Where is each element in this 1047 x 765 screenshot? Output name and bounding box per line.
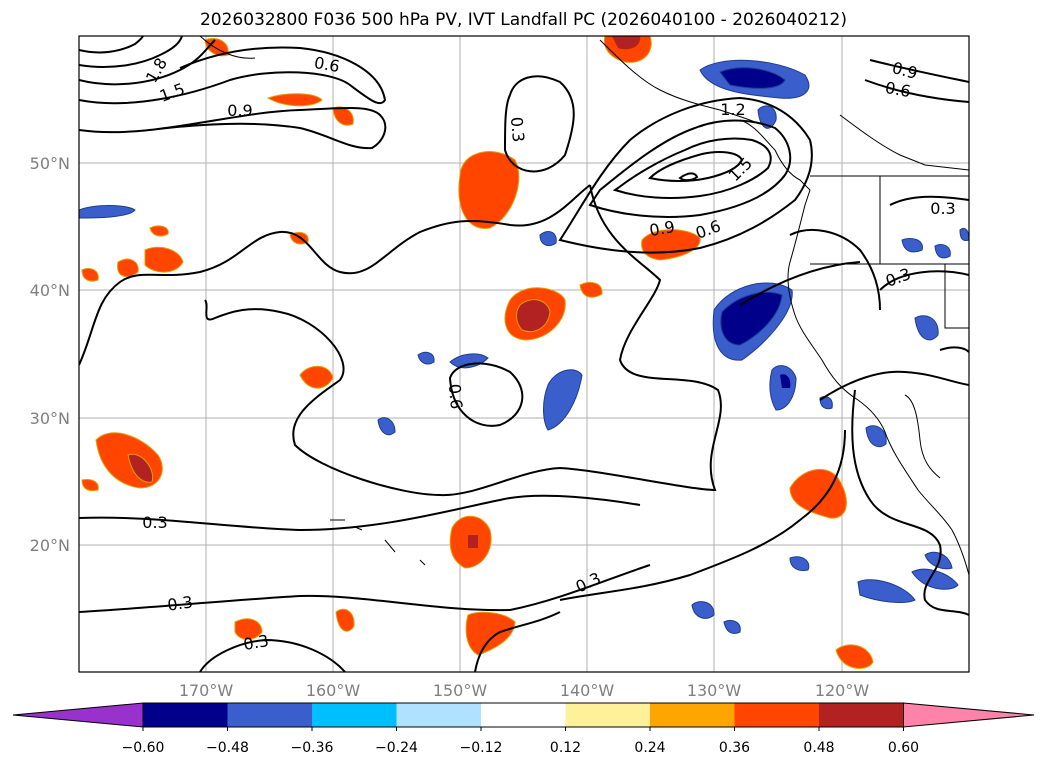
colorbar-extend-max — [903, 702, 1035, 728]
colorbar-tick-label: −0.24 — [375, 740, 418, 756]
colorbar-tick-label: 0.12 — [550, 740, 581, 756]
colorbar-tick-label: 0.60 — [888, 740, 919, 756]
contour-label: 0.3 — [573, 568, 604, 596]
colorbar-frame — [142, 702, 904, 728]
colorbar-tick-label: −0.60 — [122, 740, 165, 756]
contour-label: 1.2 — [720, 100, 745, 119]
lat-tick-label: 40°N — [30, 281, 70, 300]
colorbar-swatch — [227, 703, 313, 727]
contour-label: 0.3 — [166, 592, 194, 614]
colorbar-tick-label: 0.36 — [719, 740, 750, 756]
colorbar-extend-min — [12, 702, 144, 728]
lon-tick-label: 140°W — [560, 681, 615, 700]
colorbar-tick-label: 0.24 — [634, 740, 665, 756]
contour-label: 0.9 — [648, 217, 676, 240]
colorbar-tick-label: 0.48 — [803, 740, 834, 756]
contour-label: 0.6 — [313, 53, 341, 76]
colorbar: −0.60 −0.48 −0.36 −0.24 −0.12 0.12 0.24 0.36 0.4… — [12, 702, 1035, 756]
contour-labels: 0.3 0.3 0.3 0.3 0.3 0.3 0.3 0.6 0.6 0.6 … — [142, 53, 956, 654]
colorbar-tick-label: −0.36 — [291, 740, 334, 756]
colorbar-swatch — [143, 703, 228, 727]
contour-label: 0.6 — [884, 78, 912, 101]
contour-label: 0.6 — [445, 383, 466, 410]
lat-tick-label: 30°N — [30, 409, 70, 428]
contour-label: 0.3 — [507, 116, 528, 143]
colorbar-swatch — [312, 703, 397, 727]
contour-label: 0.9 — [227, 101, 252, 120]
lon-tick-label: 120°W — [815, 681, 870, 700]
lon-tick-label: 170°W — [179, 681, 234, 700]
colorbar-swatch — [565, 703, 651, 727]
map-frame — [78, 35, 970, 673]
chart-title: 2026032800 F036 500 hPa PV, IVT Landfall… — [199, 10, 847, 30]
colorbar-swatch — [819, 703, 904, 727]
colorbar-swatch — [650, 703, 735, 727]
contour-label: 0.3 — [883, 264, 913, 291]
colorbar-tick-label: −0.48 — [206, 740, 249, 756]
colorbar-swatch — [396, 703, 482, 727]
lon-tick-label: 150°W — [433, 681, 488, 700]
colorbar-tick-label: −0.12 — [460, 740, 503, 756]
lon-tick-label: 130°W — [687, 681, 742, 700]
contour-label: 0.3 — [930, 199, 955, 218]
lat-tick-label: 20°N — [30, 536, 70, 555]
contour-label: 1.5 — [157, 79, 187, 106]
pv-contours — [79, 36, 969, 672]
colorbar-swatch — [734, 703, 820, 727]
lon-tick-label: 160°W — [306, 681, 361, 700]
contour-label: 0.3 — [142, 513, 167, 532]
longitude-labels: 170°W 160°W 150°W 140°W 130°W 120°W — [179, 681, 870, 700]
coastlines — [199, 36, 969, 576]
colorbar-swatch — [481, 703, 566, 727]
lat-tick-label: 50°N — [30, 154, 70, 173]
positive-anomaly-regions — [81, 36, 874, 669]
contour-label: 0.3 — [242, 631, 270, 654]
contour-label: 0.6 — [693, 216, 723, 243]
latitude-labels: 50°N 40°N 30°N 20°N — [30, 154, 70, 555]
negative-anomaly-regions — [79, 59, 969, 635]
